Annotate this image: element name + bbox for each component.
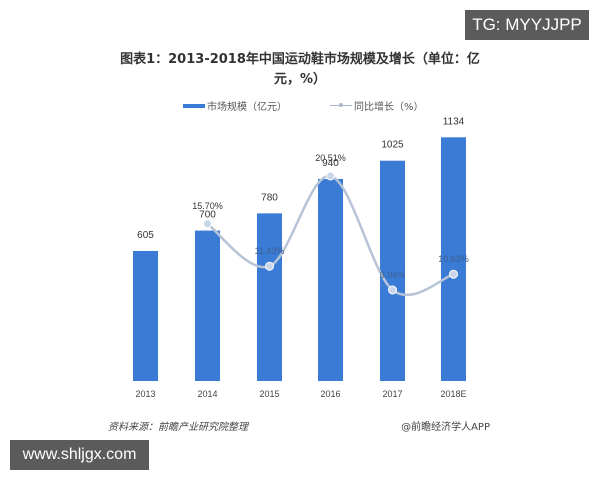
growth-marker: [449, 269, 458, 279]
growth-value-label: 15.70%: [192, 201, 223, 211]
source-note: 资料来源：前瞻产业研究院整理: [108, 422, 248, 433]
chart-title-line2: 元，%）: [273, 72, 327, 87]
x-tick-label: 2018E: [440, 389, 466, 399]
bar-value-label: 780: [261, 192, 278, 203]
bar-value-label: 605: [137, 230, 154, 241]
bar-value-label: 700: [199, 210, 216, 221]
legend-line-label: 同比增长（%）: [354, 102, 424, 113]
x-tick-label: 2013: [135, 389, 155, 399]
growth-value-label: 9.04%: [380, 270, 406, 280]
bar-swatch-icon: [183, 103, 205, 108]
bar-value-label: 1134: [443, 116, 465, 127]
x-tick-label: 2016: [320, 389, 340, 399]
bar-2018E: [441, 137, 466, 381]
growth-marker: [388, 285, 397, 295]
tg-watermark: TG: MYYJJPP: [465, 10, 589, 40]
legend-bar-label: 市场规模（亿元）: [207, 102, 287, 113]
bar-2016: [318, 178, 343, 381]
x-tick-label: 2017: [382, 389, 402, 399]
bar-2014: [195, 230, 220, 381]
legend-item-bar: 市场规模（亿元）: [183, 98, 287, 113]
x-tick-label: 2015: [259, 389, 279, 399]
growth-marker: [265, 261, 274, 271]
bar-value-label: 1025: [381, 140, 404, 151]
bar-2015: [257, 213, 282, 381]
bar-value-label: 940: [322, 158, 339, 169]
growth-marker: [326, 171, 335, 181]
growth-marker: [203, 219, 212, 229]
x-tick-label: 2014: [197, 389, 217, 399]
bar-2013: [133, 250, 158, 381]
credit-note: @前瞻经济学人APP: [401, 422, 490, 433]
site-watermark: www.shljgx.com: [10, 440, 149, 470]
growth-value-label: 11.43%: [255, 246, 285, 256]
line-swatch-icon: [330, 103, 352, 107]
chart-title-line1: 图表1：2013-2018年中国运动鞋市场规模及增长（单位：亿: [120, 52, 480, 67]
growth-value-label: 20.51%: [315, 153, 346, 163]
chart-title: 图表1：2013-2018年中国运动鞋市场规模及增长（单位：亿 元，%）: [100, 50, 500, 90]
growth-value-label: 10.63%: [438, 254, 469, 264]
legend-item-line: 同比增长（%）: [330, 98, 424, 113]
bar-2017: [380, 160, 405, 381]
